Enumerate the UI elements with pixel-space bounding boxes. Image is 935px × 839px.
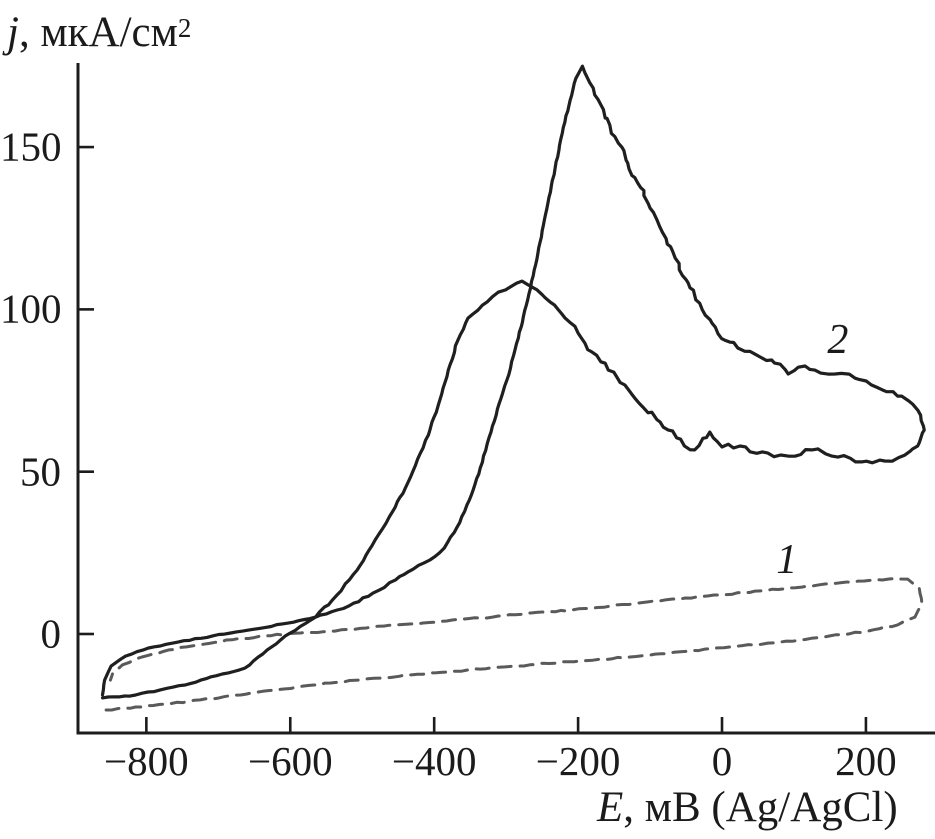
y-tick-label: 100	[0, 285, 62, 332]
curve-1-path	[104, 577, 924, 712]
x-axis-units: , мВ (Ag/AgCl)	[623, 784, 898, 831]
y-tick-label: 50	[20, 448, 61, 495]
curve-label-1: 1	[776, 536, 798, 583]
y-axis-units: , мкА/см	[18, 9, 178, 56]
curve-2-path	[100, 64, 926, 700]
x-tick-label: 200	[835, 738, 897, 784]
x-tick-label: −200	[535, 738, 621, 784]
x-axis-symbol: E	[597, 784, 624, 831]
x-tick-label: 0	[711, 738, 733, 784]
y-axis-title: j, мкА/см2	[7, 10, 191, 55]
y-axis-units-exponent: 2	[177, 13, 192, 43]
curve-label-2: 2	[827, 316, 849, 363]
x-tick-label: −400	[391, 738, 477, 784]
x-tick-label: −600	[247, 738, 333, 784]
x-axis-title: E, мВ (Ag/AgCl)	[597, 785, 898, 830]
y-tick-label: 0	[40, 610, 62, 657]
axis-frame	[76, 63, 935, 735]
y-axis-symbol: j	[7, 9, 19, 56]
y-tick-label: 150	[0, 123, 62, 170]
x-tick-label: −800	[104, 738, 189, 784]
